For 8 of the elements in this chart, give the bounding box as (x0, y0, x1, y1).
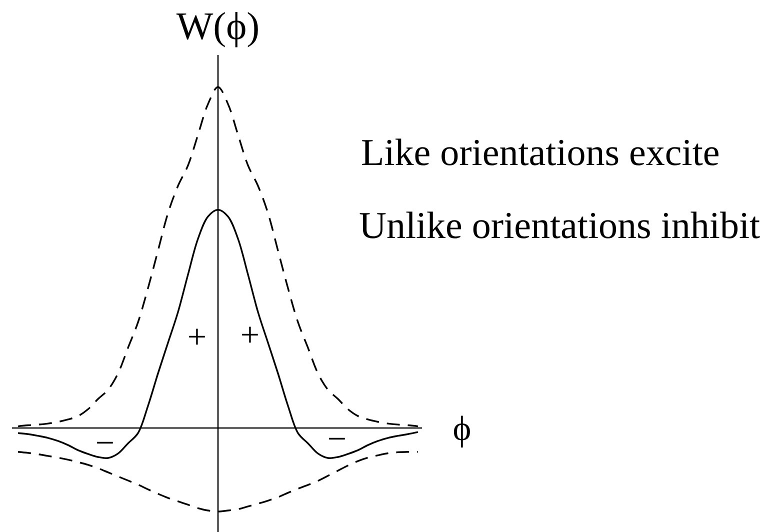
annotation: + (187, 319, 207, 356)
x-axis-title: ϕ (452, 409, 472, 448)
annotation: + (240, 317, 260, 354)
annotation: − (327, 421, 347, 458)
annotation: Unlike orientations inhibit (359, 205, 760, 247)
y-axis-title: W(ϕ) (176, 5, 260, 48)
annotation: Like orientations excite (361, 132, 720, 174)
annotation: − (95, 425, 115, 462)
